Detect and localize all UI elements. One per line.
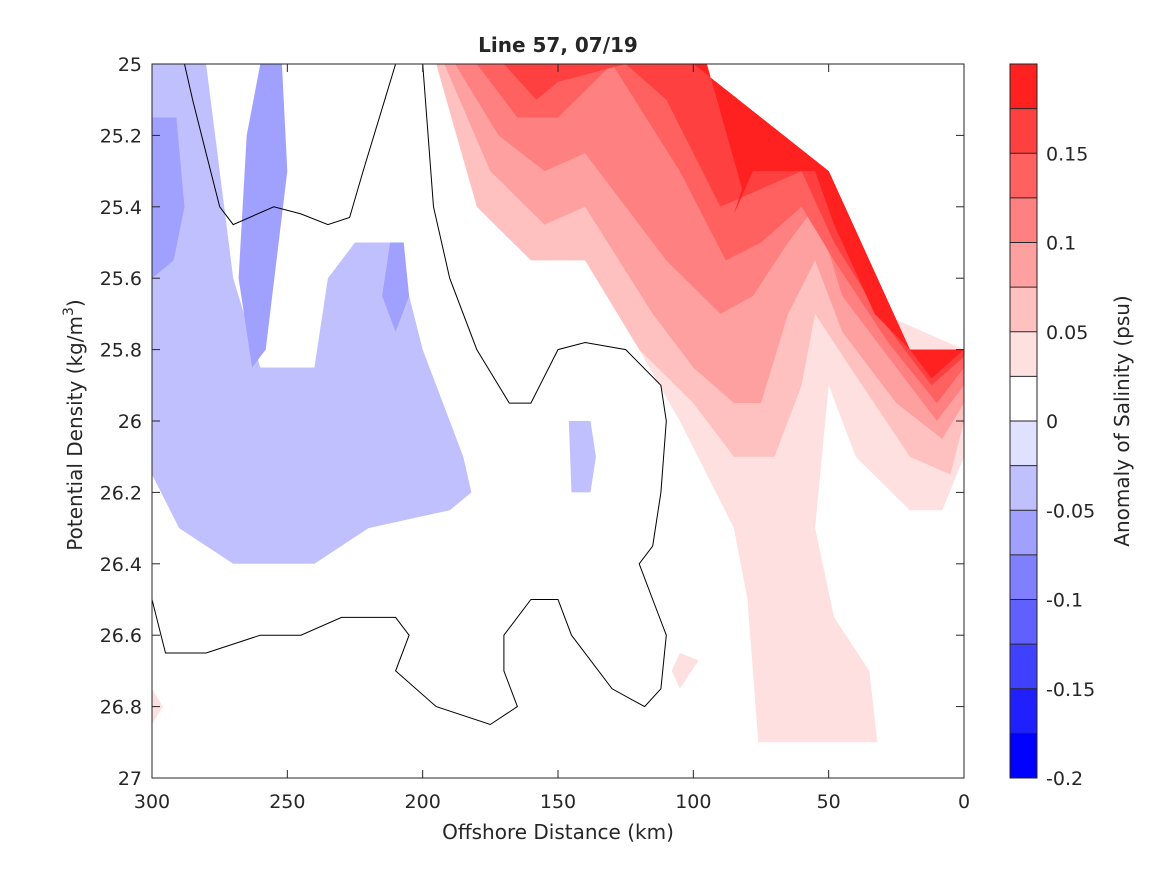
x-tick-label: 100 bbox=[675, 791, 711, 813]
y-tick-label: 25.2 bbox=[100, 125, 142, 147]
region-low-salinity-core-a bbox=[152, 117, 185, 279]
colorbar-segment bbox=[1010, 108, 1037, 154]
y-axis-label-close: ) bbox=[63, 299, 87, 307]
y-axis-label-sup: 3 bbox=[61, 307, 77, 316]
y-tick-label: 25.6 bbox=[100, 268, 142, 290]
region-high-salinity-patch-deep bbox=[671, 653, 699, 689]
colorbar-tick-label: -0.05 bbox=[1046, 500, 1095, 522]
zero-contour-line-0 bbox=[184, 64, 397, 226]
x-axis-label: Offshore Distance (km) bbox=[442, 820, 674, 844]
region-high-salinity-core bbox=[687, 64, 964, 379]
colorbar-segment bbox=[1010, 153, 1037, 198]
colorbar-segment bbox=[1010, 554, 1037, 600]
y-tick-label: 27 bbox=[118, 768, 142, 790]
colorbar-tick-label: 0 bbox=[1046, 411, 1058, 433]
colorbar-segment bbox=[1010, 421, 1037, 466]
colorbar-segment bbox=[1010, 242, 1037, 288]
colorbar-segment bbox=[1010, 376, 1037, 421]
chart-title: Line 57, 07/19 bbox=[478, 33, 638, 57]
y-tick-label: 26.6 bbox=[100, 625, 142, 647]
y-tick-label: 25.8 bbox=[100, 340, 142, 362]
salinity-contour-fills bbox=[152, 64, 964, 743]
x-tick-label: 200 bbox=[405, 791, 441, 813]
colorbar-tick-label: -0.2 bbox=[1046, 768, 1083, 790]
colorbar-tick-label: -0.1 bbox=[1046, 590, 1083, 612]
y-tick-label: 26.8 bbox=[100, 697, 142, 719]
colorbar-tick-label: 0.1 bbox=[1046, 233, 1076, 255]
colorbar: -0.2 -0.15 -0.1 -0.05 0 0.05 0.1 0.15 bbox=[1009, 63, 1095, 790]
region-high-salinity-band-125 bbox=[476, 64, 964, 404]
colorbar-label: Anomaly of Salinity (psu) bbox=[1110, 295, 1134, 546]
colorbar-segment bbox=[1010, 331, 1037, 377]
region-low-salinity-band-offshore bbox=[152, 64, 472, 564]
x-tick-label: 250 bbox=[269, 791, 305, 813]
colorbar-segment bbox=[1010, 64, 1037, 109]
region-low-salinity-core-b bbox=[238, 64, 288, 368]
y-tick-label: 25 bbox=[118, 54, 142, 76]
y-tick-label: 26.4 bbox=[100, 554, 142, 576]
y-tick-label: 26.2 bbox=[100, 482, 142, 504]
colorbar-segment bbox=[1010, 287, 1037, 332]
x-tick-label: 300 bbox=[134, 791, 170, 813]
colorbar-tick-label: 0.15 bbox=[1046, 143, 1088, 165]
y-axis-ticks: 25 25.2 25.4 25.6 25.8 26 26.2 26.4 26.6 26.8 27 bbox=[100, 54, 964, 790]
colorbar-segment bbox=[1010, 644, 1037, 689]
colorbar-segment bbox=[1010, 688, 1037, 734]
colorbar-tick-label: -0.15 bbox=[1046, 679, 1095, 701]
zero-contour-line-1 bbox=[152, 64, 667, 726]
x-axis-ticks: 300 250 200 150 100 50 0 bbox=[134, 64, 970, 813]
region-low-salinity-core-c bbox=[382, 242, 410, 332]
y-tick-label: 26 bbox=[118, 411, 142, 433]
colorbar-segment bbox=[1010, 599, 1037, 645]
y-axis-label: Potential Density (kg/m3) bbox=[61, 299, 87, 550]
colorbar-frame bbox=[1009, 63, 1038, 779]
colorbar-tick-label: 0.05 bbox=[1046, 322, 1088, 344]
colorbar-segment bbox=[1010, 733, 1037, 778]
y-axis-label-base: Potential Density (kg/m bbox=[63, 316, 87, 551]
colorbar-segment bbox=[1010, 465, 1037, 511]
x-tick-label: 0 bbox=[958, 791, 970, 813]
colorbar-segment bbox=[1010, 197, 1037, 243]
region-high-salinity-band-10 bbox=[455, 64, 964, 421]
colorbar-segment bbox=[1010, 510, 1037, 555]
zero-anomaly-contours bbox=[152, 64, 667, 726]
region-low-salinity-patch-d bbox=[568, 421, 596, 493]
x-tick-label: 150 bbox=[540, 791, 576, 813]
y-tick-label: 25.4 bbox=[100, 197, 142, 219]
x-tick-label: 50 bbox=[817, 791, 841, 813]
